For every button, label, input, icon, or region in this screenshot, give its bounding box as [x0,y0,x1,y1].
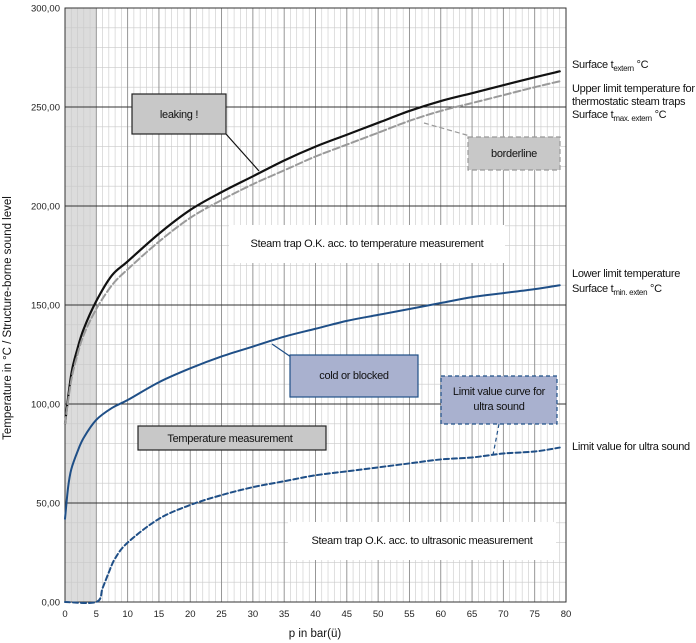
x-tick-65: 65 [467,609,478,620]
label-upper-limit-line2: thermostatic steam traps [572,96,686,108]
x-tick-15: 15 [154,609,165,620]
series-layer [63,70,561,605]
label-surface-extern: Surface textern °C [572,59,649,73]
x-tick-30: 30 [248,609,259,620]
series-ultrasound-limit [64,446,561,605]
x-tick-50: 50 [373,609,384,620]
y-tick-labels: 0,00 50,00 100,00 150,00 200,00 250,00 300,00 [31,4,60,609]
box-leaking-label: leaking ! [160,109,199,121]
label-lower-limit-line2: Surface tmin. exten °C [572,283,662,297]
x-axis-label: p in bar(ü) [289,628,342,640]
box-borderline [467,136,561,171]
x-tick-5: 5 [94,609,99,620]
box-cold-blocked-label: cold or blocked [319,370,389,382]
region-ok-temperature-label: Steam trap O.K. acc. to temperature meas… [251,238,484,250]
x-tick-75: 75 [529,609,540,620]
y-tick-50,00: 50,00 [36,499,60,510]
leader-leaking [225,133,260,172]
y-axis-label: Temperature in °C / Structure-borne soun… [2,196,14,440]
series-lower-limit [64,284,561,520]
x-tick-70: 70 [498,609,509,620]
y-tick-250,00: 250,00 [31,103,60,114]
box-leaking [131,93,227,135]
leader-cold-blocked [271,343,292,358]
y-tick-300,00: 300,00 [31,4,60,15]
x-tick-80: 80 [561,609,572,620]
leader-limit-curve [492,423,500,456]
x-tick-55: 55 [404,609,415,620]
x-tick-10: 10 [122,609,133,620]
box-temperature-measurement-label: Temperature measurement [167,433,292,445]
region-ok-ultrasonic-bg [288,522,556,560]
label-lower-limit-line1: Lower limit temperature [572,268,680,280]
y-tick-0,00: 0,00 [42,598,61,609]
x-tick-20: 20 [185,609,196,620]
y-tick-150,00: 150,00 [31,301,60,312]
box-limit-curve [440,375,558,425]
series-upper-limit [64,80,561,425]
series-surface-extern [63,70,561,425]
box-cold-blocked [289,354,419,398]
x-tick-0: 0 [62,609,67,620]
x-tick-40: 40 [310,609,321,620]
x-tick-25: 25 [216,609,227,620]
label-ultrasound-limit: Limit value for ultra sound [572,441,690,453]
y-tick-100,00: 100,00 [31,400,60,411]
box-limit-curve-line1: Limit value curve for [453,386,546,398]
box-temperature-measurement [137,425,327,451]
plot-frame [64,7,567,603]
y-tick-200,00: 200,00 [31,202,60,213]
x-tick-60: 60 [435,609,446,620]
label-upper-limit-line3: Surface tmax. extern °C [572,109,667,123]
box-borderline-label: borderline [491,148,537,160]
x-tick-labels: 0 5 10 15 20 25 30 35 40 45 50 55 60 65 70 75 80 [62,609,571,620]
box-limit-curve-line2: ultra sound [473,401,524,413]
x-tick-45: 45 [342,609,353,620]
label-upper-limit-line1: Upper limit temperature for [572,83,695,95]
region-ok-temperature-bg [229,225,505,263]
x-tick-35: 35 [279,609,290,620]
region-ok-ultrasonic-label: Steam trap O.K. acc. to ultrasonic measu… [312,535,533,547]
